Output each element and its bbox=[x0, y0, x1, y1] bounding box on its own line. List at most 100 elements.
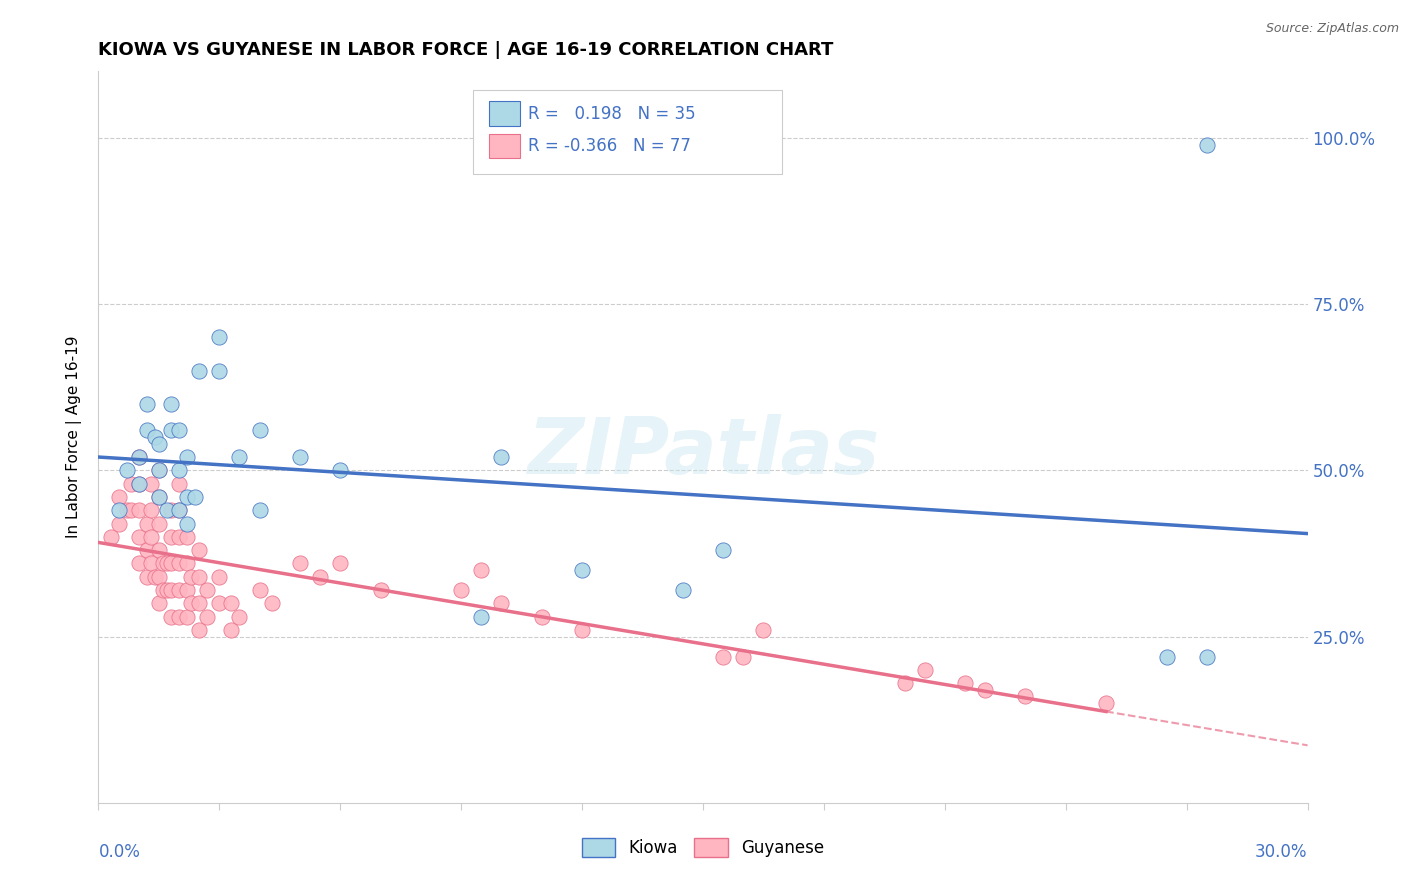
Point bbox=[530, 609, 553, 624]
Point bbox=[167, 463, 190, 477]
Point bbox=[176, 516, 198, 531]
Point bbox=[176, 557, 198, 571]
Point bbox=[208, 596, 231, 610]
Point bbox=[228, 450, 250, 464]
Point bbox=[160, 582, 183, 597]
Text: 0.0%: 0.0% bbox=[98, 843, 141, 861]
Point bbox=[221, 596, 243, 610]
Point bbox=[571, 623, 593, 637]
FancyBboxPatch shape bbox=[489, 102, 520, 126]
Point bbox=[107, 516, 129, 531]
Point bbox=[260, 596, 283, 610]
Point bbox=[208, 330, 231, 344]
Point bbox=[107, 490, 129, 504]
Point bbox=[188, 543, 211, 558]
Point bbox=[152, 582, 174, 597]
Point bbox=[135, 516, 157, 531]
Point bbox=[752, 623, 775, 637]
Point bbox=[160, 609, 183, 624]
Point bbox=[167, 609, 190, 624]
Point bbox=[128, 476, 150, 491]
Point bbox=[139, 476, 162, 491]
Point bbox=[148, 490, 170, 504]
Point bbox=[288, 557, 311, 571]
Point bbox=[148, 570, 170, 584]
Point bbox=[188, 596, 211, 610]
Point bbox=[974, 682, 997, 697]
Text: KIOWA VS GUYANESE IN LABOR FORCE | AGE 16-19 CORRELATION CHART: KIOWA VS GUYANESE IN LABOR FORCE | AGE 1… bbox=[98, 41, 834, 59]
Point bbox=[249, 424, 271, 438]
Point bbox=[184, 490, 207, 504]
Point bbox=[128, 476, 150, 491]
Point bbox=[1014, 690, 1036, 704]
Point bbox=[139, 530, 162, 544]
Point bbox=[733, 649, 755, 664]
Point bbox=[195, 582, 218, 597]
Point bbox=[914, 663, 936, 677]
Point bbox=[160, 557, 183, 571]
Point bbox=[188, 623, 211, 637]
Point bbox=[1095, 696, 1118, 710]
Point bbox=[143, 430, 166, 444]
Point bbox=[176, 530, 198, 544]
Point bbox=[249, 582, 271, 597]
Point bbox=[491, 596, 513, 610]
Point bbox=[135, 397, 157, 411]
Point bbox=[128, 503, 150, 517]
Point bbox=[167, 530, 190, 544]
Point bbox=[135, 570, 157, 584]
Text: Source: ZipAtlas.com: Source: ZipAtlas.com bbox=[1265, 22, 1399, 36]
Point bbox=[176, 582, 198, 597]
Point bbox=[139, 557, 162, 571]
Point bbox=[1195, 137, 1218, 152]
Point bbox=[176, 609, 198, 624]
Text: R =   0.198   N = 35: R = 0.198 N = 35 bbox=[527, 104, 696, 123]
Point bbox=[115, 503, 138, 517]
Point bbox=[208, 363, 231, 377]
Point bbox=[491, 450, 513, 464]
Point bbox=[152, 557, 174, 571]
Point bbox=[953, 676, 976, 690]
Point bbox=[128, 557, 150, 571]
Point bbox=[156, 582, 179, 597]
Point bbox=[100, 530, 122, 544]
FancyBboxPatch shape bbox=[474, 90, 782, 174]
Point bbox=[135, 543, 157, 558]
Point bbox=[167, 582, 190, 597]
Point bbox=[167, 424, 190, 438]
Point bbox=[893, 676, 915, 690]
Point bbox=[1156, 649, 1178, 664]
Point bbox=[176, 490, 198, 504]
Point bbox=[180, 570, 202, 584]
Point bbox=[156, 503, 179, 517]
Point bbox=[128, 530, 150, 544]
Point bbox=[167, 503, 190, 517]
Point bbox=[107, 503, 129, 517]
Y-axis label: In Labor Force | Age 16-19: In Labor Force | Age 16-19 bbox=[66, 335, 83, 539]
Point bbox=[221, 623, 243, 637]
Point bbox=[135, 424, 157, 438]
Point bbox=[148, 596, 170, 610]
Point bbox=[148, 463, 170, 477]
Point bbox=[148, 436, 170, 450]
Point bbox=[711, 649, 734, 664]
Point bbox=[195, 609, 218, 624]
Point bbox=[120, 503, 142, 517]
Point bbox=[139, 503, 162, 517]
Legend: Kiowa, Guyanese: Kiowa, Guyanese bbox=[575, 831, 831, 864]
Point bbox=[370, 582, 392, 597]
Point bbox=[329, 463, 352, 477]
Text: R = -0.366   N = 77: R = -0.366 N = 77 bbox=[527, 137, 690, 155]
Point bbox=[450, 582, 472, 597]
Point bbox=[180, 596, 202, 610]
Point bbox=[249, 503, 271, 517]
Point bbox=[329, 557, 352, 571]
Point bbox=[1195, 649, 1218, 664]
Point bbox=[711, 543, 734, 558]
Point bbox=[470, 563, 492, 577]
Point bbox=[115, 463, 138, 477]
Point bbox=[160, 530, 183, 544]
Point bbox=[148, 516, 170, 531]
Point bbox=[167, 557, 190, 571]
Point bbox=[167, 503, 190, 517]
